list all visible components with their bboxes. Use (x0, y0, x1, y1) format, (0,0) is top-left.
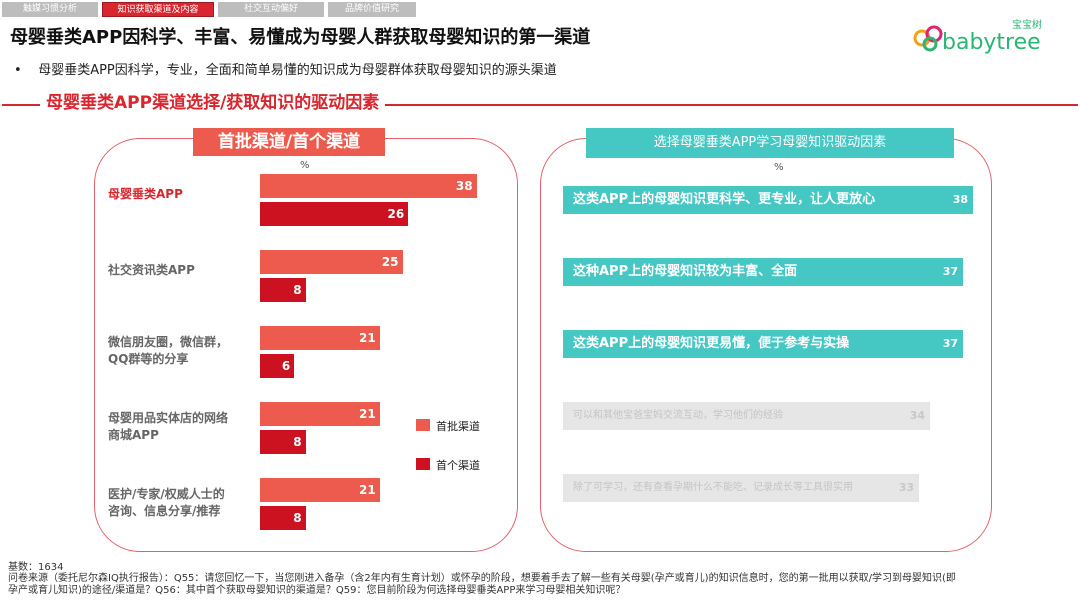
left-category-label: 医护/专家/权威人士的 咨询、信息分享/推荐 (108, 486, 258, 520)
section-divider (2, 104, 1078, 106)
driver-factor-bar: 这类APP上的母婴知识更易懂，便于参考与实操 37 (563, 330, 963, 358)
bar-first-channel: 38 (260, 174, 477, 198)
tab-social-interaction[interactable]: 社交互动偏好 (218, 2, 324, 17)
left-category-label: 母婴垂类APP (108, 186, 258, 203)
bar-head-channel: 8 (260, 506, 306, 530)
bar-value-label: 38 (455, 179, 473, 193)
right-chart-title: 选择母婴垂类APP学习母婴知识驱动因素 (586, 128, 954, 158)
driver-factor-label: 这种APP上的母婴知识较为丰富、全面 (573, 264, 798, 279)
left-category-label: 微信朋友圈，微信群， QQ群等的分享 (108, 334, 258, 368)
left-category-line: 微信朋友圈，微信群， (108, 335, 229, 349)
left-category-line: 商城APP (108, 428, 159, 442)
logo-en-text: babytree (942, 30, 1041, 55)
bar-head-channel: 26 (260, 202, 409, 226)
driver-factor-value: 37 (942, 265, 958, 278)
left-category-label: 社交资讯类APP (108, 262, 258, 279)
bar-value-label: 8 (293, 283, 302, 297)
legend-swatch-first (416, 419, 430, 431)
bar-value-label: 26 (387, 207, 405, 221)
driver-factor-bar: 可以和其他宝爸宝妈交流互动，学习他们的经验 34 (563, 402, 930, 430)
page-title: 母婴垂类APP因科学、丰富、易懂成为母婴人群获取母婴知识的第一渠道 (10, 27, 591, 48)
driver-factor-value: 34 (909, 409, 925, 422)
bar-head-channel: 8 (260, 430, 306, 454)
driver-factor-value: 38 (952, 193, 968, 206)
bar-value-label: 21 (358, 407, 376, 421)
tab-brand-value[interactable]: 品牌价值研究 (328, 2, 416, 17)
bar-value-label: 8 (293, 511, 302, 525)
driver-factor-label: 这类APP上的母婴知识更科学、更专业，让人更放心 (573, 192, 876, 207)
bar-value-label: 8 (293, 435, 302, 449)
left-category-line: 医护/专家/权威人士的 (108, 487, 225, 501)
bar-value-label: 6 (281, 359, 291, 373)
bar-value-label: 21 (358, 483, 376, 497)
bar-value-label: 25 (381, 255, 399, 269)
driver-factor-label: 可以和其他宝爸宝妈交流互动，学习他们的经验 (573, 410, 783, 421)
bar-head-channel: 8 (260, 278, 306, 302)
summary-text: 母婴垂类APP因科学，专业，全面和简单易懂的知识成为母婴群体获取母婴知识的源头渠… (38, 63, 557, 78)
legend-label-first: 首批渠道 (436, 420, 480, 433)
bar-first-channel: 25 (260, 250, 403, 274)
driver-factor-label: 除了可学习，还有查看孕期什么不能吃、记录成长等工具很实用 (573, 482, 853, 493)
left-category-line: 社交资讯类APP (108, 263, 195, 277)
bar-first-channel: 21 (260, 478, 380, 502)
left-category-line: 母婴垂类APP (108, 187, 183, 201)
driver-factor-bar: 除了可学习，还有查看孕期什么不能吃、记录成长等工具很实用 33 (563, 474, 919, 502)
driver-factor-bar: 这种APP上的母婴知识较为丰富、全面 37 (563, 258, 963, 286)
logo-cn-text: 宝宝树 (1012, 18, 1042, 31)
driver-factor-bar: 这类APP上的母婴知识更科学、更专业，让人更放心 38 (563, 186, 973, 214)
left-category-line: 母婴用品实体店的网络 (108, 411, 229, 425)
left-category-line: QQ群等的分享 (108, 352, 189, 366)
driver-factor-value: 37 (942, 337, 958, 350)
left-chart-title: 首批渠道/首个渠道 (193, 128, 385, 156)
left-category-label: 母婴用品实体店的网络 商城APP (108, 410, 258, 444)
sample-base: 基数：1634 (8, 562, 64, 573)
bar-head-channel: 6 (260, 354, 295, 378)
tab-media-habits[interactable]: 触媒习惯分析 (2, 2, 98, 17)
summary-bullet: • 母婴垂类APP因科学，专业，全面和简单易懂的知识成为母婴群体获取母婴知识的源… (14, 63, 557, 78)
legend-label-head: 首个渠道 (436, 459, 480, 472)
bar-first-channel: 21 (260, 326, 380, 350)
legend-swatch-head (416, 458, 430, 470)
driver-factor-value: 33 (898, 481, 914, 494)
tab-knowledge-channels[interactable]: 知识获取渠道及内容 (102, 2, 214, 17)
bar-first-channel: 21 (260, 402, 380, 426)
left-unit-label: % (300, 160, 310, 171)
bar-value-label: 21 (358, 331, 376, 345)
left-category-line: 咨询、信息分享/推荐 (108, 504, 221, 518)
source-note: 问卷来源（委托尼尔森IQ执行报告）：Q55：请您回忆一下，当您刚进入备孕（含2年… (8, 573, 956, 596)
right-unit-label: % (774, 162, 784, 173)
babytree-logo: 宝宝树 babytree (913, 18, 1042, 55)
driver-factor-label: 这类APP上的母婴知识更易懂，便于参考与实操 (573, 336, 850, 351)
section-title: 母婴垂类APP渠道选择/获取知识的驱动因素 (40, 88, 386, 113)
